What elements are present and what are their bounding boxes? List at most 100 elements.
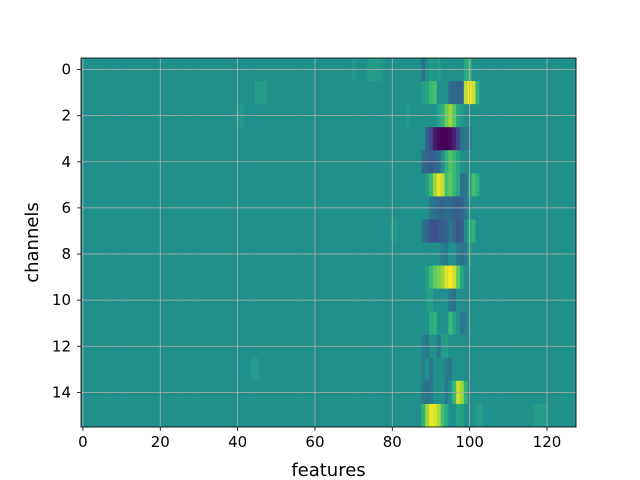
heatmap-cell (324, 173, 329, 197)
heatmap-cell (289, 403, 295, 428)
heatmap-cell (162, 265, 167, 290)
heatmap-cell (189, 219, 194, 243)
heatmap-cell (193, 219, 198, 243)
heatmap-cell (363, 81, 368, 105)
heatmap-cell (227, 403, 233, 428)
heatmap-cell (432, 403, 438, 428)
heatmap-cell (177, 219, 182, 243)
heatmap-cell (142, 81, 148, 105)
heatmap-cell (371, 357, 376, 382)
heatmap-cell (309, 219, 314, 243)
heatmap-cell (405, 127, 411, 151)
heatmap-cell (463, 127, 469, 151)
heatmap-cell (108, 173, 113, 197)
heatmap-cell (282, 173, 287, 197)
heatmap-cell (204, 173, 210, 197)
heatmap-cell (517, 81, 523, 105)
heatmap-cell (421, 265, 426, 290)
heatmap-cell (340, 357, 345, 382)
heatmap-cell (127, 265, 132, 290)
heatmap-cell (382, 357, 387, 382)
heatmap-cell (173, 219, 179, 243)
heatmap-cell (220, 403, 225, 428)
heatmap-cell (189, 173, 194, 197)
heatmap-cell (177, 311, 182, 336)
heatmap-cell (251, 173, 256, 197)
heatmap-cell (398, 219, 403, 243)
heatmap-cell (208, 311, 213, 336)
heatmap-cell (177, 357, 182, 382)
heatmap-cell (483, 127, 488, 151)
heatmap-cell (429, 311, 434, 336)
heatmap-cell (537, 219, 542, 243)
heatmap-cell (363, 127, 368, 151)
heatmap-cell (274, 403, 279, 428)
heatmap-cell (351, 403, 356, 428)
heatmap-cell (258, 403, 264, 428)
heatmap-cell (347, 81, 353, 105)
heatmap-cell (529, 357, 534, 382)
heatmap-cell (459, 127, 465, 151)
heatmap-cell (429, 81, 434, 105)
heatmap-cell (320, 173, 326, 197)
heatmap-cell (278, 173, 283, 197)
heatmap-cell (487, 311, 492, 336)
heatmap-cell (556, 357, 561, 382)
heatmap-cell (425, 265, 430, 290)
heatmap-cell (568, 311, 573, 336)
heatmap-cell (409, 403, 414, 428)
heatmap-cell (436, 127, 442, 151)
heatmap-cell (166, 81, 171, 105)
heatmap-cell (556, 265, 561, 290)
heatmap-cell (231, 127, 237, 151)
heatmap-cell (343, 311, 349, 336)
heatmap-cell (239, 127, 244, 151)
heatmap-cell (483, 311, 488, 336)
heatmap-cell (100, 265, 105, 290)
heatmap-cell (135, 265, 140, 290)
heatmap-cell (285, 127, 291, 151)
heatmap-cell (224, 403, 229, 428)
heatmap-cell (84, 81, 90, 105)
heatmap-cell (568, 173, 573, 197)
heatmap-cell (541, 265, 546, 290)
heatmap-cell (135, 357, 140, 382)
heatmap-cell (421, 357, 426, 382)
heatmap-cell (429, 219, 434, 243)
heatmap-cells (81, 58, 577, 428)
heatmap-cell (529, 311, 534, 336)
heatmap-cell (541, 127, 546, 151)
heatmap-cell (289, 173, 295, 197)
heatmap-cell (224, 265, 229, 290)
heatmap-cell (367, 265, 372, 290)
heatmap-cell (359, 357, 364, 382)
heatmap-cell (289, 311, 295, 336)
heatmap-cell (541, 219, 546, 243)
heatmap-cell (142, 127, 148, 151)
heatmap-cell (316, 311, 322, 336)
heatmap-cell (181, 403, 186, 428)
heatmap-cell (270, 311, 275, 336)
heatmap-cell (92, 403, 97, 428)
heatmap-cell (305, 173, 310, 197)
heatmap-cell (510, 81, 515, 105)
heatmap-cell (421, 219, 426, 243)
heatmap-cell (471, 173, 476, 197)
heatmap-cell (177, 265, 182, 290)
heatmap-cell (498, 219, 503, 243)
heatmap-cell (289, 265, 295, 290)
heatmap-cell (92, 81, 97, 105)
heatmap-cell (394, 403, 399, 428)
x-tick-label: 60 (305, 433, 324, 451)
heatmap-cell (363, 311, 368, 336)
heatmap-cell (529, 127, 534, 151)
heatmap-cell (456, 127, 461, 151)
heatmap-cell (239, 403, 244, 428)
heatmap-cell (150, 81, 155, 105)
heatmap-cell (359, 265, 364, 290)
heatmap-cell (204, 357, 210, 382)
y-tick-label: 6 (61, 199, 71, 217)
heatmap-cell (510, 173, 515, 197)
heatmap-cell (231, 403, 237, 428)
heatmap-cell (212, 219, 217, 243)
